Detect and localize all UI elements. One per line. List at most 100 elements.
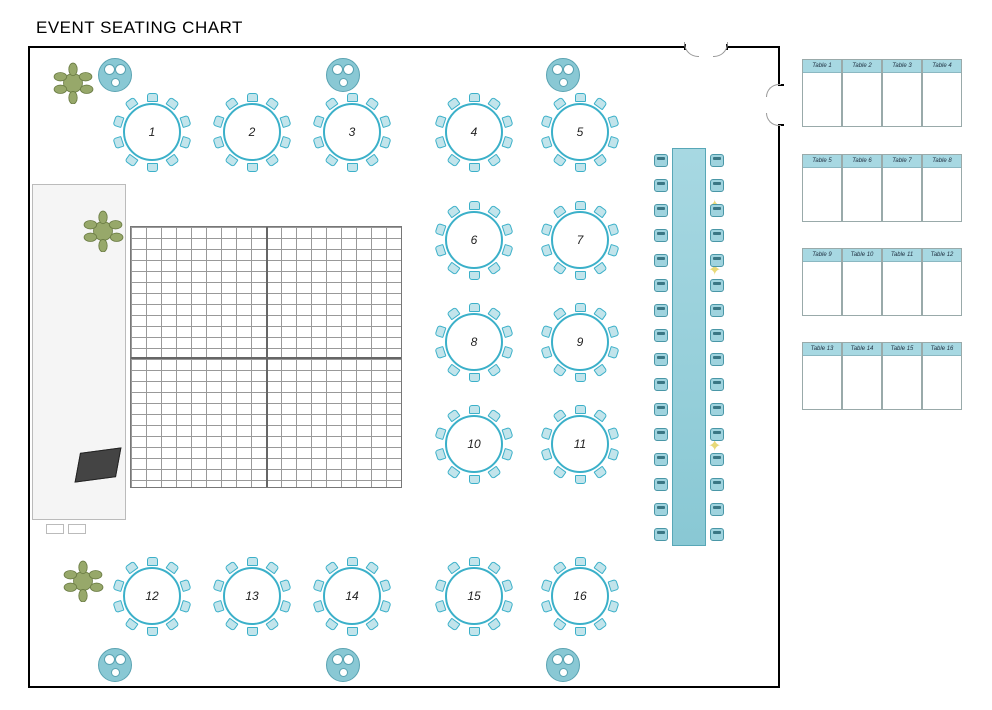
plant-icon	[52, 62, 94, 104]
plant-icon	[82, 210, 124, 252]
head-table-chair	[710, 179, 724, 192]
legend-card: Table 14	[842, 342, 882, 410]
table-chair	[501, 448, 513, 461]
table-chair	[575, 163, 586, 172]
head-table-chair	[654, 204, 668, 217]
table-chair	[607, 136, 619, 149]
table-chair	[247, 627, 258, 636]
round-table: 12	[112, 556, 192, 636]
head-table-chair	[710, 154, 724, 167]
table-chair	[147, 557, 158, 566]
head-table-chair	[710, 378, 724, 391]
table-chair	[279, 136, 291, 149]
head-table-chair	[654, 329, 668, 342]
head-table-chair	[654, 453, 668, 466]
table-label: 2	[223, 103, 281, 161]
table-chair	[501, 136, 513, 149]
table-chair	[575, 303, 586, 312]
page-title: EVENT SEATING CHART	[36, 18, 243, 38]
table-chair	[501, 427, 513, 440]
table-chair	[575, 201, 586, 210]
table-label: 4	[445, 103, 503, 161]
stage-step	[68, 524, 86, 534]
head-table-chair	[654, 229, 668, 242]
table-chair	[469, 271, 480, 280]
round-table: 15	[434, 556, 514, 636]
table-chair	[147, 163, 158, 172]
round-table: 3	[312, 92, 392, 172]
table-chair	[469, 163, 480, 172]
table-chair	[247, 163, 258, 172]
table-chair	[501, 600, 513, 613]
round-table: 14	[312, 556, 392, 636]
table-chair	[607, 600, 619, 613]
table-chair	[575, 627, 586, 636]
table-chair	[575, 405, 586, 414]
table-label: 1	[123, 103, 181, 161]
table-label: 8	[445, 313, 503, 371]
table-chair	[279, 579, 291, 592]
seating-chart-canvas: EVENT SEATING CHART 12345678910111213141…	[0, 0, 992, 710]
table-chair	[279, 600, 291, 613]
cocktail-table	[98, 648, 132, 682]
table-label: 14	[323, 567, 381, 625]
table-chair	[469, 373, 480, 382]
head-table-chair	[654, 304, 668, 317]
cocktail-table	[326, 58, 360, 92]
round-table: 9	[540, 302, 620, 382]
legend-card-label: Table 1	[803, 60, 841, 73]
table-chair	[607, 115, 619, 128]
legend-card: Table 1	[802, 59, 842, 127]
head-table-chair	[710, 428, 724, 441]
legend-card-label: Table 15	[883, 343, 921, 356]
head-table-chair	[710, 503, 724, 516]
door-top	[684, 44, 728, 50]
cocktail-table	[546, 58, 580, 92]
table-chair	[179, 115, 191, 128]
head-table-chair	[710, 304, 724, 317]
table-label: 9	[551, 313, 609, 371]
head-table-chair	[710, 329, 724, 342]
table-chair	[575, 271, 586, 280]
table-chair	[501, 223, 513, 236]
head-table-chair	[654, 279, 668, 292]
head-table-chair	[710, 453, 724, 466]
legend-card: Table 7	[882, 154, 922, 222]
table-chair	[279, 115, 291, 128]
legend-card-label: Table 9	[803, 249, 841, 262]
legend-row: Table 1Table 2Table 3Table 4	[802, 59, 962, 127]
table-chair	[501, 115, 513, 128]
legend-card: Table 3	[882, 59, 922, 127]
table-chair	[347, 163, 358, 172]
head-table-chair	[710, 254, 724, 267]
legend-card: Table 16	[922, 342, 962, 410]
table-chair	[575, 475, 586, 484]
table-chair	[501, 325, 513, 338]
legend-card: Table 9	[802, 248, 842, 316]
legend-card: Table 12	[922, 248, 962, 316]
legend-card: Table 13	[802, 342, 842, 410]
table-chair	[347, 627, 358, 636]
legend-card: Table 4	[922, 59, 962, 127]
table-chair	[501, 244, 513, 257]
round-table: 16	[540, 556, 620, 636]
head-table-chair	[654, 154, 668, 167]
table-chair	[147, 627, 158, 636]
table-chair	[575, 373, 586, 382]
table-chair	[607, 244, 619, 257]
table-chair	[469, 405, 480, 414]
table-chair	[347, 557, 358, 566]
head-table-chair	[654, 528, 668, 541]
legend-card: Table 5	[802, 154, 842, 222]
legend-card-label: Table 10	[843, 249, 881, 262]
table-chair	[469, 93, 480, 102]
door-right	[778, 84, 784, 126]
round-table: 2	[212, 92, 292, 172]
head-table-chair	[710, 279, 724, 292]
legend-card-label: Table 2	[843, 60, 881, 73]
table-chair	[501, 579, 513, 592]
table-chair	[379, 600, 391, 613]
table-chair	[469, 303, 480, 312]
round-table: 6	[434, 200, 514, 280]
legend-card-label: Table 6	[843, 155, 881, 168]
